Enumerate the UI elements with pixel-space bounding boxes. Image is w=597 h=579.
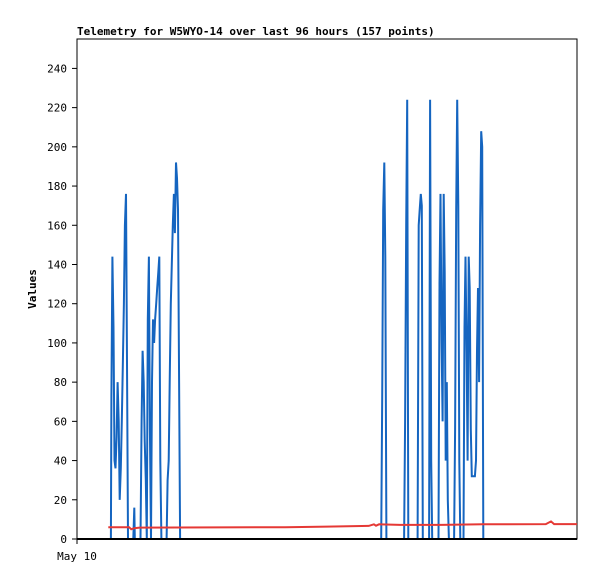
- y-tick-label: 180: [47, 180, 67, 193]
- x-tick-label: May 10: [57, 550, 97, 563]
- chart-title: Telemetry for W5WYO-14 over last 96 hour…: [77, 25, 435, 38]
- y-tick-label: 0: [60, 533, 67, 546]
- y-tick-label: 80: [54, 376, 67, 389]
- y-tick-label: 100: [47, 337, 67, 350]
- y-axis: 0 20 40 60 80 100 120 140 160 180 200 220 240: [47, 62, 77, 546]
- y-tick-label: 200: [47, 141, 67, 154]
- y-tick-label: 120: [47, 298, 67, 311]
- series-line-2: [108, 520, 577, 531]
- y-tick-label: 240: [47, 62, 67, 75]
- y-tick-label: 40: [54, 455, 67, 468]
- y-tick-label: 140: [47, 258, 67, 271]
- y-tick-label: 220: [47, 102, 67, 115]
- y-tick-label: 160: [47, 219, 67, 232]
- y-tick-label: 20: [54, 494, 67, 507]
- y-axis-label: Values: [26, 269, 39, 309]
- y-tick-label: 60: [54, 415, 67, 428]
